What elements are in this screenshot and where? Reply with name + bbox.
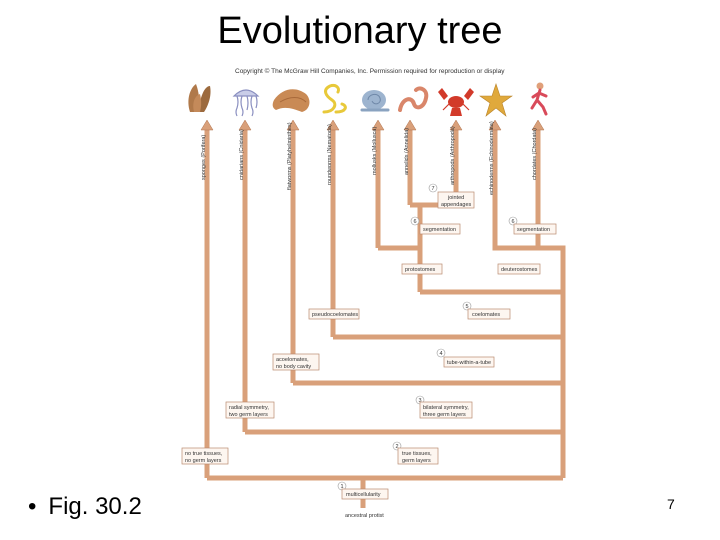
svg-text:bilateral symmetry,: bilateral symmetry, [423, 405, 469, 411]
sponge-icon [188, 84, 211, 112]
page-number: 7 [667, 496, 675, 512]
arrowhead-cnidarians [238, 119, 252, 131]
node-number-5: 5 [462, 301, 472, 311]
branch-echinoderms [492, 128, 520, 251]
box-segmentation-deuterostomes: segmentation [513, 223, 557, 235]
box-bilateral-symmetry: bilateral symmetry, three germ layers [419, 401, 473, 419]
box-jointed-appendages: jointed appendages [437, 191, 475, 209]
arrowhead-mollusks [371, 119, 385, 131]
box-protostomes: protostomes [401, 263, 443, 275]
svg-text:protostomes: protostomes [405, 267, 436, 273]
trait-boxes: multicellularity ancestral protist no tr… [181, 191, 557, 519]
branch-arrowheads [200, 119, 545, 131]
svg-text:7: 7 [432, 186, 435, 192]
svg-text:6: 6 [512, 219, 515, 225]
svg-text:1: 1 [341, 484, 344, 490]
svg-text:deuterostomes: deuterostomes [501, 267, 538, 273]
copyright-notice: Copyright © The McGraw Hill Companies, I… [235, 67, 505, 75]
bullet-point: • [28, 493, 37, 520]
arrowhead-arthropods [449, 119, 463, 131]
svg-text:jointed: jointed [447, 195, 464, 201]
svg-text:germ layers: germ layers [402, 458, 431, 464]
svg-text:multicellularity: multicellularity [346, 492, 381, 498]
phylum-label-roundworms: roundworms (Nematoda) [327, 124, 333, 185]
svg-text:segmentation: segmentation [517, 227, 550, 233]
phylum-label-flatworms: flatworms (Platyhelminthes) [287, 122, 293, 190]
svg-text:6: 6 [414, 219, 417, 225]
jellyfish-icon [232, 89, 260, 117]
box-coelomates: coelomates [467, 308, 511, 320]
phylum-label-chordates: chordates (Chordata) [532, 128, 538, 180]
roundworm-icon [322, 84, 347, 114]
phylum-label-arthropods: arthropods (Arthropoda) [450, 126, 456, 185]
figure-caption: • Fig. 30.2 [28, 493, 142, 521]
node-number-6a: 6 [410, 216, 420, 226]
arrowhead-annelids [403, 119, 417, 131]
animal-icons [188, 82, 548, 117]
phylum-label-sponges: sponges (Porifera) [201, 135, 207, 180]
svg-text:tube-within-a-tube: tube-within-a-tube [447, 360, 491, 366]
box-tube-within-tube: tube-within-a-tube [443, 356, 495, 368]
box-acoelomates: acoelomates, no body cavity [272, 353, 320, 371]
phylum-label-echinoderms: echinoderms (Echinodermata) [489, 121, 495, 195]
svg-text:appendages: appendages [441, 202, 472, 208]
svg-text:5: 5 [466, 304, 469, 310]
branch-segmentation-proto [410, 202, 423, 248]
svg-text:3: 3 [419, 398, 422, 404]
box-no-true-tissues: no true tissues, no germ layers [181, 447, 229, 465]
svg-text:pseudocoelomates: pseudocoelomates [312, 312, 358, 318]
svg-text:no true tissues,: no true tissues, [185, 451, 223, 457]
svg-text:true tissues,: true tissues, [402, 451, 432, 457]
snail-icon [360, 90, 390, 112]
node-number-7: 7 [428, 183, 438, 193]
box-pseudocoelomates: pseudocoelomates [308, 308, 360, 320]
arrowhead-sponges [200, 119, 214, 131]
box-deuterostomes: deuterostomes [497, 263, 541, 275]
phylum-label-annelids: annelids (Annelida) [404, 128, 410, 175]
svg-text:4: 4 [440, 351, 443, 357]
box-radial-symmetry: radial symmetry, two germ layers [225, 401, 275, 419]
phylum-label-mollusks: mollusks (Mollusca) [372, 127, 378, 175]
svg-text:no germ layers: no germ layers [185, 458, 222, 464]
box-true-tissues: true tissues, germ layers [397, 447, 439, 465]
figure-caption-text: Fig. 30.2 [48, 493, 142, 520]
svg-text:acoelomates,: acoelomates, [276, 357, 309, 363]
svg-text:coelomates: coelomates [472, 312, 500, 318]
svg-text:segmentation: segmentation [423, 227, 456, 233]
node-numbers: 1 2 3 4 5 6 6 7 [337, 183, 518, 491]
arrowhead-chordates [531, 119, 545, 131]
box-multicellularity: multicellularity [341, 488, 389, 500]
svg-text:three germ layers: three germ layers [423, 412, 466, 418]
tree-branches [204, 128, 566, 508]
svg-text:no body cavity: no body cavity [276, 364, 311, 370]
svg-text:radial symmetry,: radial symmetry, [229, 405, 269, 411]
node-number-4: 4 [436, 348, 446, 358]
sea-star-icon [479, 83, 513, 117]
slide-title: Evolutionary tree [217, 10, 503, 52]
flatworm-icon [272, 89, 310, 112]
phylum-label-cnidarians: cnidarians (Cnidaria) [239, 129, 245, 180]
root-label: ancestral protist [345, 513, 384, 519]
earthworm-icon [398, 86, 429, 112]
arrowhead-echinoderms [488, 119, 502, 131]
arrowhead-flatworms [286, 119, 300, 131]
arrowhead-roundworms [326, 119, 340, 131]
svg-text:2: 2 [396, 444, 399, 450]
phylum-labels: sponges (Porifera) cnidarians (Cnidaria)… [201, 121, 538, 195]
node-number-6b: 6 [508, 216, 518, 226]
lobster-icon [438, 88, 474, 116]
branch-chordates [535, 128, 563, 251]
svg-text:two germ layers: two germ layers [229, 412, 268, 418]
box-segmentation-protostomes: segmentation [419, 223, 461, 235]
human-icon [530, 82, 548, 116]
